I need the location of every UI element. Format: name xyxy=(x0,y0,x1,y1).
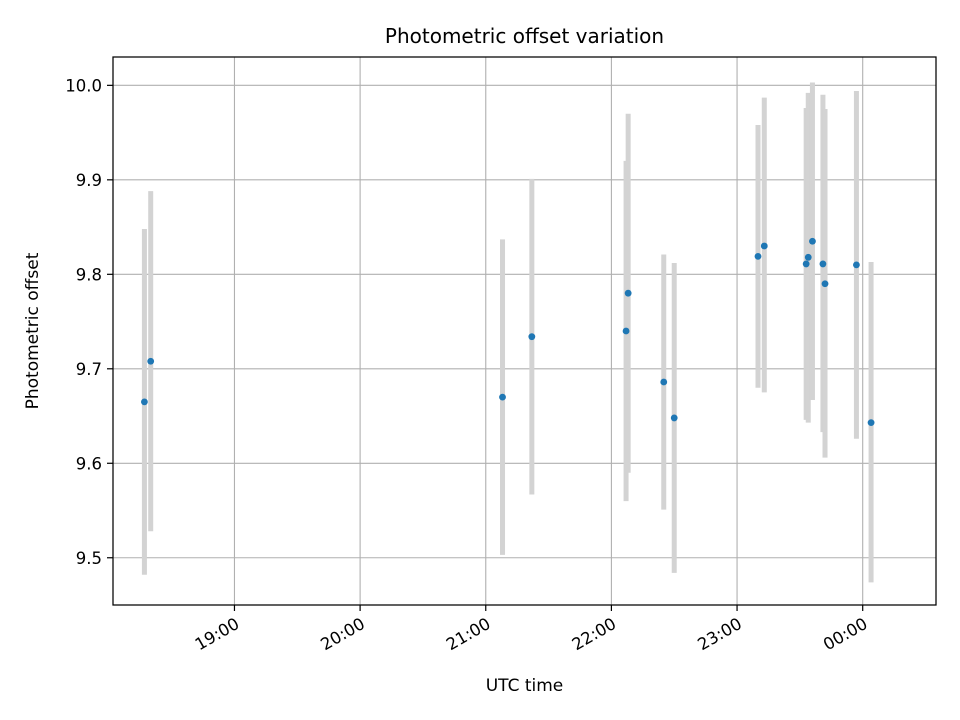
data-point xyxy=(622,327,630,335)
grid-lines xyxy=(113,57,936,605)
x-tick-label: 22:00 xyxy=(569,614,620,654)
data-point xyxy=(754,252,762,260)
plot-frame xyxy=(112,56,937,606)
error-bars xyxy=(141,82,874,583)
y-tick-label: 9.6 xyxy=(76,454,102,473)
data-point xyxy=(147,357,155,365)
data-point xyxy=(802,260,810,268)
data-point xyxy=(804,253,812,261)
x-axis-label: UTC time xyxy=(486,676,564,696)
data-point xyxy=(821,280,829,288)
data-point xyxy=(624,289,632,297)
data-point xyxy=(809,237,816,245)
data-point xyxy=(819,260,827,268)
y-tick-label: 9.5 xyxy=(76,549,102,568)
y-axis-label: Photometric offset xyxy=(23,252,43,409)
data-point xyxy=(867,419,875,427)
x-tick-label: 19:00 xyxy=(192,614,243,654)
data-point xyxy=(660,378,668,386)
x-tick-label: 00:00 xyxy=(820,614,871,654)
chart-title: Photometric offset variation xyxy=(385,24,664,48)
data-point xyxy=(853,261,860,269)
data-points xyxy=(141,237,875,427)
data-point xyxy=(141,398,148,406)
y-tick-label: 9.9 xyxy=(76,171,102,190)
data-point xyxy=(670,414,678,422)
x-tick-label: 20:00 xyxy=(317,614,368,654)
y-tick-label: 9.7 xyxy=(76,360,102,379)
x-tick-label: 21:00 xyxy=(443,614,494,654)
y-tick-label: 10.0 xyxy=(65,76,102,95)
data-point xyxy=(499,393,506,401)
data-point xyxy=(760,242,768,250)
y-tick-label: 9.8 xyxy=(76,265,102,284)
data-point xyxy=(528,333,536,341)
x-axis-ticks: 19:00 20:00 21:00 22:00 23:00 00:00 xyxy=(192,605,871,654)
x-tick-label: 23:00 xyxy=(694,614,745,654)
y-axis-ticks: 9.5 9.6 9.7 9.8 9.9 10.0 xyxy=(65,76,113,568)
